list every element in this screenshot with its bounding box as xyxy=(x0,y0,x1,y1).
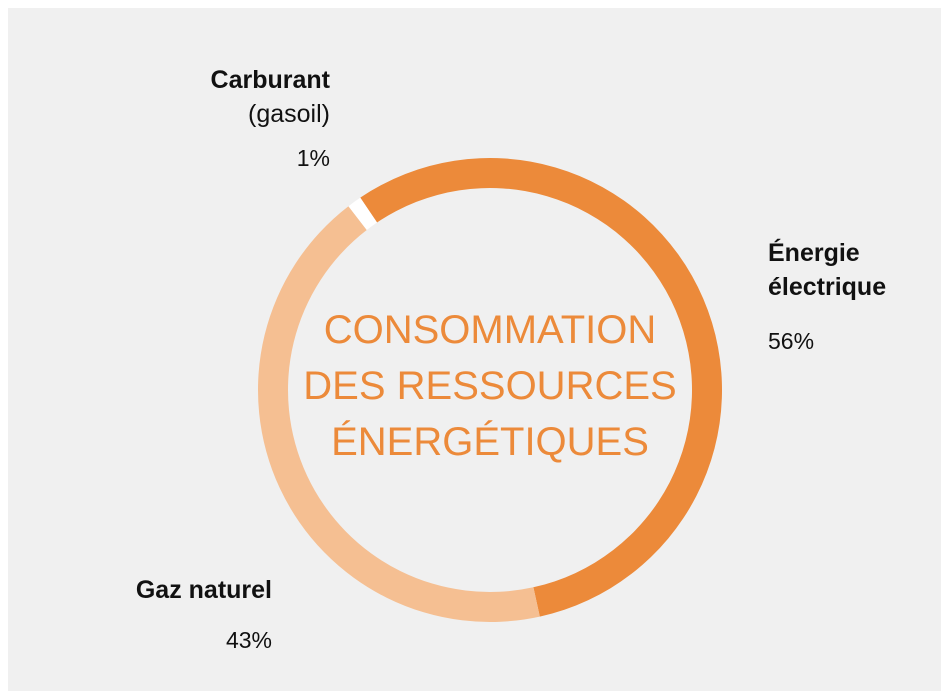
slice xyxy=(258,206,540,623)
value-label: 43% xyxy=(225,627,272,653)
title-line: DES RESSOURCES xyxy=(303,364,677,408)
category-label: Carburant xyxy=(210,66,330,94)
slice-label: Carburant (gasoil) 1% xyxy=(110,63,330,175)
slice-label: Énergie électrique 56% xyxy=(768,236,928,358)
category-label: Gaz naturel xyxy=(135,576,272,604)
center-title: CONSOMMATION DES RESSOURCES ÉNERGÉTIQUES xyxy=(290,302,690,470)
category-detail: (gasoil) xyxy=(248,100,330,128)
title-line: CONSOMMATION xyxy=(323,308,657,352)
value-label: 56% xyxy=(768,328,815,354)
value-label: 1% xyxy=(296,145,330,171)
slice xyxy=(360,157,723,617)
slice xyxy=(348,197,378,230)
panel xyxy=(8,8,941,691)
category-label: Énergie électrique xyxy=(768,239,887,301)
slice-label: Gaz naturel 43% xyxy=(52,573,272,657)
title-line: ÉNERGÉTIQUES xyxy=(331,420,649,464)
